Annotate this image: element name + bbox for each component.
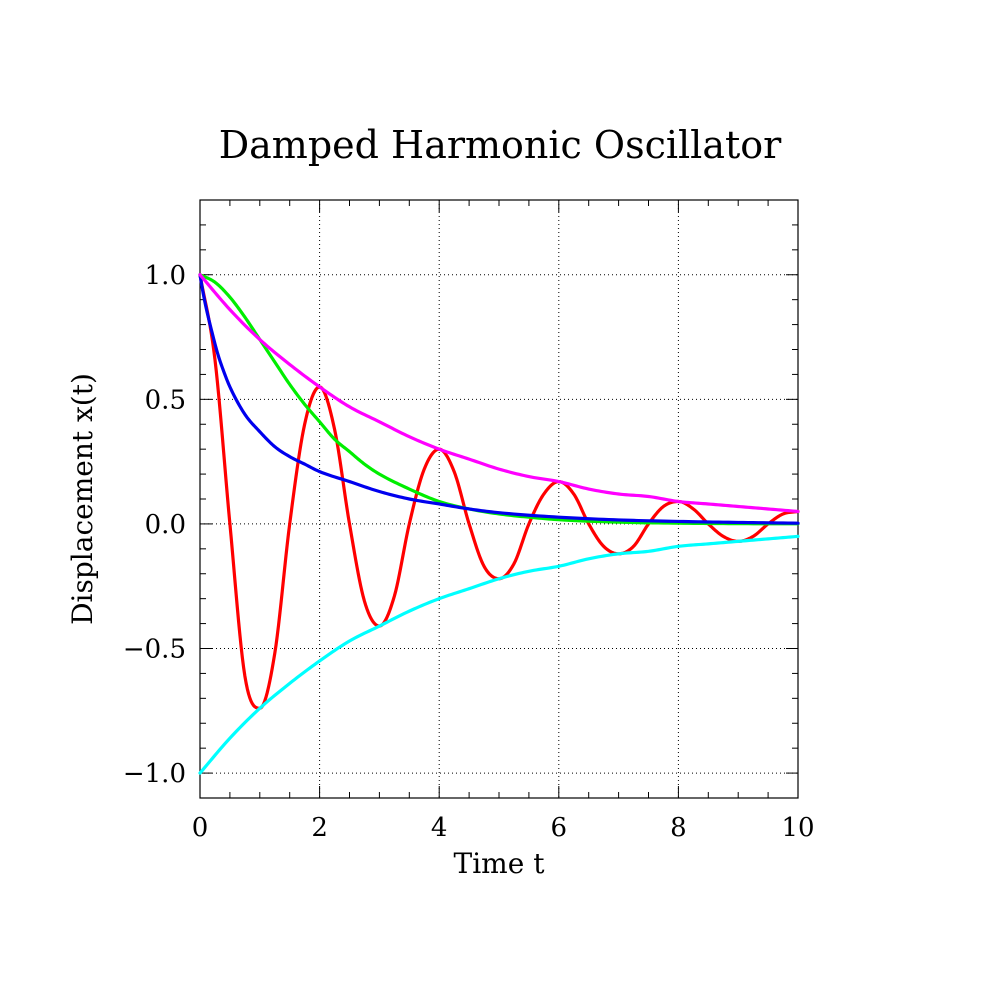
y-tick-label: −0.5 — [123, 635, 186, 665]
tick-layer: 0 2 4 6 8 10 −1.0 −0.5 0.0 0.5 1.0 — [123, 199, 815, 843]
y-tick-label: 0.0 — [145, 510, 186, 540]
x-tick-label: 6 — [551, 813, 568, 843]
y-tick-label: 0.5 — [145, 385, 186, 415]
chart-title: Damped Harmonic Oscillator — [219, 123, 782, 167]
series-line-5 — [198, 534, 800, 775]
y-axis-label: Displacement x(t) — [66, 373, 99, 625]
grid-layer — [200, 200, 798, 798]
y-tick-label: 1.0 — [145, 261, 186, 291]
x-tick-label: 8 — [670, 813, 687, 843]
series-line-3 — [198, 273, 800, 525]
series-line-4 — [198, 273, 800, 514]
series-line-1 — [198, 273, 800, 710]
plot-frame — [199, 199, 799, 799]
x-tick-label: 4 — [431, 813, 448, 843]
series-layer — [198, 273, 800, 775]
series-line-2 — [198, 273, 800, 526]
y-tick-label: −1.0 — [123, 759, 186, 789]
x-tick-label: 10 — [781, 813, 814, 843]
x-axis-label: Time t — [454, 847, 546, 880]
x-tick-label: 2 — [311, 813, 328, 843]
x-tick-label: 0 — [192, 813, 209, 843]
